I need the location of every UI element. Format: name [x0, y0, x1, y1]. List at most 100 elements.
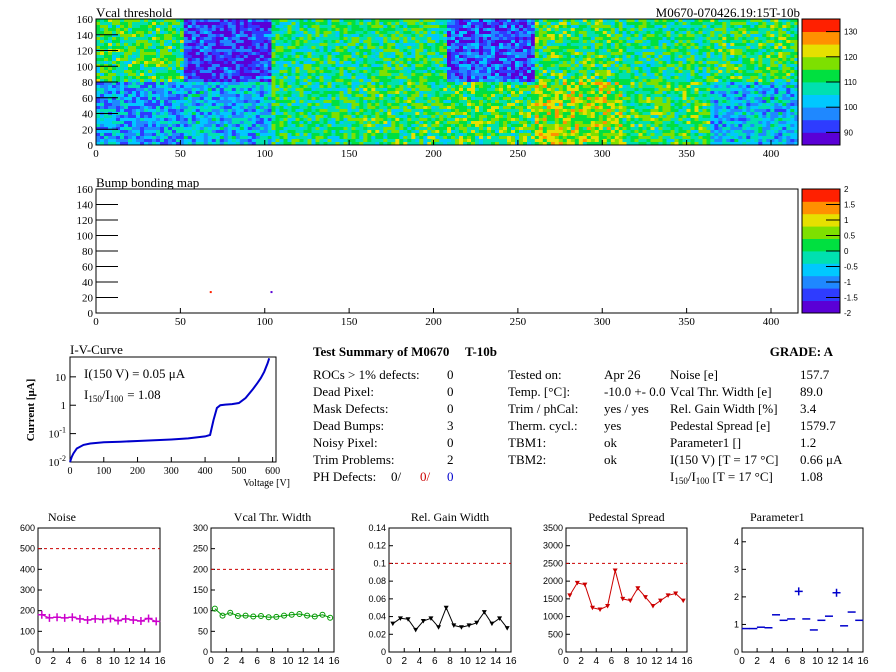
vcal-cell	[124, 34, 129, 38]
vcal-cell	[195, 67, 201, 71]
vcal-cell	[618, 40, 624, 44]
vcal-cell	[259, 22, 265, 26]
vcal-cell	[219, 43, 225, 47]
vcal-cell	[698, 37, 703, 41]
vcal-cell	[698, 55, 703, 59]
vcal-cell	[794, 76, 799, 80]
vcal-cell	[311, 121, 316, 125]
vcal-cell	[124, 88, 129, 92]
vcal-cell	[168, 76, 173, 80]
vcal-cell	[387, 25, 392, 29]
vcal-cell	[299, 109, 304, 113]
vcal-cell	[451, 49, 456, 53]
vcal-cell	[339, 73, 344, 77]
vcal-cell	[698, 19, 703, 23]
vcal-cell	[259, 91, 265, 95]
vcal-cell	[483, 55, 488, 59]
vcal-cell	[479, 31, 484, 35]
vcal-cell	[187, 25, 193, 29]
vcal-cell	[283, 67, 288, 71]
vcal-cell	[750, 49, 755, 53]
vcal-cell	[168, 79, 173, 83]
vcal-cell	[762, 70, 767, 74]
vcal-cell	[531, 58, 536, 62]
vcal-cell	[116, 127, 121, 131]
vcal-cell	[650, 31, 655, 35]
vcal-cell	[766, 61, 771, 65]
vcal-cell	[523, 61, 528, 65]
vcal-cell	[371, 25, 376, 29]
vcal-cell	[243, 139, 249, 143]
vcal-cell	[231, 79, 237, 83]
vcal-cell	[451, 40, 456, 44]
vcal-cell	[307, 19, 312, 23]
vcal-cell	[447, 61, 452, 65]
vcal-cell	[327, 106, 332, 110]
vcal-cell	[235, 118, 241, 122]
vcal-cell	[299, 67, 304, 71]
vcal-cell	[614, 64, 620, 68]
vcal-cell	[538, 55, 544, 59]
vcal-cell	[435, 64, 440, 68]
vcal-cell	[124, 136, 129, 140]
vcal-cell	[299, 73, 304, 77]
vcal-cell	[730, 22, 735, 26]
vcal-cell	[295, 124, 300, 128]
vcal-cell	[331, 100, 336, 104]
vcal-cell	[371, 55, 376, 59]
vcal-cell	[172, 25, 177, 29]
vcal-cell	[275, 79, 280, 83]
vcal-cell	[215, 43, 221, 47]
vcal-cell	[538, 34, 544, 38]
vcal-cell	[128, 112, 133, 116]
vcal-map-title: Vcal threshold	[96, 5, 173, 20]
vcal-cell	[223, 94, 229, 98]
vcal-cell	[231, 112, 237, 116]
vcal-cell	[359, 61, 364, 65]
vcal-cell	[231, 133, 237, 137]
vcal-cell	[160, 79, 165, 83]
vcal-cell	[327, 94, 332, 98]
vcal-cell	[475, 43, 480, 47]
vcal-cell	[275, 40, 280, 44]
vcal-cell	[351, 115, 356, 119]
vcal-cell	[610, 67, 616, 71]
vcal-cell	[343, 121, 348, 125]
vcal-cell	[427, 64, 432, 68]
vcal-cell	[666, 73, 671, 77]
vcal-cell	[303, 25, 308, 29]
vcal-cell	[319, 118, 324, 122]
vcal-cell	[662, 73, 667, 77]
vcal-cell	[686, 70, 691, 74]
vcal-cell	[279, 61, 284, 65]
vcal-cell	[503, 34, 508, 38]
vcal-cell	[319, 43, 324, 47]
vcal-cell	[160, 67, 165, 71]
vcal-cell	[152, 46, 157, 50]
vcal-cell	[199, 97, 205, 101]
vcal-cell	[371, 28, 376, 32]
vcal-cell	[100, 106, 105, 110]
vcal-cell	[267, 49, 273, 53]
vcal-cell	[307, 40, 312, 44]
vcal-cell	[343, 40, 348, 44]
vcal-cell	[710, 58, 715, 62]
vcal-cell	[475, 79, 480, 83]
vcal-cell	[495, 76, 500, 80]
vcal-cell	[191, 25, 197, 29]
vcal-cell	[343, 37, 348, 41]
vcal-cell	[515, 34, 520, 38]
vcal-cell	[706, 52, 711, 56]
vcal-cell	[507, 55, 512, 59]
vcal-cell	[347, 28, 352, 32]
vcal-cell	[766, 34, 771, 38]
vcal-cell	[626, 40, 631, 44]
vcal-cell	[738, 43, 743, 47]
vcal-cell	[172, 58, 177, 62]
vcal-cell	[211, 97, 217, 101]
vcal-cell	[164, 124, 169, 128]
vcal-cell	[598, 73, 604, 77]
vcal-cell	[638, 40, 643, 44]
vcal-cell	[323, 34, 328, 38]
vcal-cell	[515, 28, 520, 32]
